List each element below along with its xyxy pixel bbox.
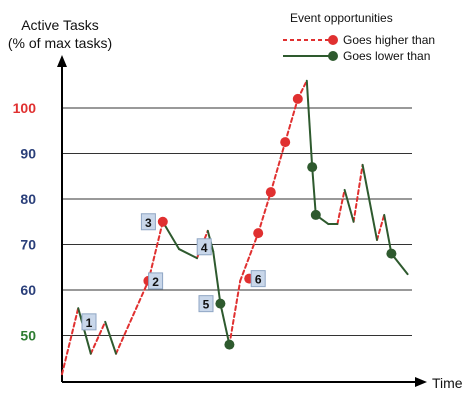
y-tick-label: 100 bbox=[13, 100, 37, 116]
y-tick-label: 50 bbox=[20, 328, 36, 344]
annotation-box bbox=[140, 213, 156, 231]
lower-event-marker bbox=[310, 209, 321, 220]
y-axis-label-line2: (% of max tasks) bbox=[8, 35, 112, 51]
legend-title: Event opportunities bbox=[290, 11, 393, 25]
series-higher-segment bbox=[257, 191, 272, 235]
annotation-box bbox=[148, 272, 164, 290]
legend-lower-marker bbox=[328, 51, 338, 61]
series-higher-segment bbox=[269, 141, 287, 194]
higher-event-marker bbox=[292, 93, 303, 104]
higher-event-marker bbox=[253, 228, 264, 239]
series-higher-segment bbox=[61, 307, 80, 376]
y-tick-label: 60 bbox=[20, 282, 36, 298]
higher-event-marker bbox=[157, 216, 168, 227]
annotation-box bbox=[196, 238, 212, 256]
series-lower-segment bbox=[212, 250, 222, 305]
y-axis-label-line1: Active Tasks bbox=[21, 17, 99, 33]
x-axis-label: Time bbox=[432, 375, 463, 391]
y-tick-label: 80 bbox=[20, 191, 36, 207]
series-lower-segment bbox=[178, 248, 198, 260]
lower-event-marker bbox=[386, 248, 397, 259]
series-lower-segment bbox=[383, 213, 393, 255]
y-tick-label: 90 bbox=[20, 146, 36, 162]
legend: Event opportunities Goes higher than Goe… bbox=[283, 11, 435, 63]
series-lower-segment bbox=[219, 302, 231, 346]
annotation-box bbox=[81, 313, 97, 331]
series-higher-segment bbox=[352, 163, 364, 223]
series-lower-segment bbox=[343, 188, 355, 223]
series-higher-segment bbox=[115, 279, 150, 355]
lower-event-marker bbox=[215, 298, 226, 309]
series-higher-segment bbox=[284, 97, 299, 144]
series-lines bbox=[61, 79, 409, 376]
series-lower-segment bbox=[161, 220, 180, 251]
annotation-box bbox=[198, 295, 214, 313]
y-axis-arrow bbox=[57, 55, 67, 67]
series-higher-segment bbox=[228, 279, 242, 346]
annotation-label: 5 bbox=[203, 298, 210, 312]
annotation-label: 4 bbox=[201, 241, 208, 255]
series-lower-segment bbox=[305, 79, 314, 169]
y-tick-labels: 100 90 80 70 60 50 bbox=[13, 100, 37, 344]
series-higher-segment bbox=[147, 220, 164, 282]
series-markers bbox=[143, 93, 397, 350]
annotation-box bbox=[250, 270, 266, 288]
legend-lower-label: Goes lower than bbox=[343, 49, 430, 63]
annotation-label: 1 bbox=[86, 316, 93, 330]
series-lower-segment bbox=[311, 166, 317, 216]
lower-event-marker bbox=[224, 339, 235, 350]
higher-event-marker bbox=[280, 137, 291, 148]
series-higher-segment bbox=[239, 232, 260, 282]
event-annotations: 1 2 3 4 5 6 bbox=[81, 213, 266, 331]
series-higher-segment bbox=[376, 213, 386, 241]
legend-higher-marker bbox=[328, 35, 338, 45]
annotation-label: 2 bbox=[152, 275, 159, 289]
series-higher-segment bbox=[89, 320, 107, 355]
higher-event-marker bbox=[265, 187, 276, 198]
x-axis-arrow bbox=[415, 377, 427, 387]
series-higher-segment bbox=[336, 188, 346, 226]
grid-lines bbox=[62, 107, 412, 336]
legend-higher-label: Goes higher than bbox=[343, 33, 435, 47]
annotation-label: 3 bbox=[145, 216, 152, 230]
lower-event-marker bbox=[307, 162, 318, 173]
series-lower-segment bbox=[104, 320, 117, 355]
series-lower-segment bbox=[361, 163, 378, 241]
annotation-label: 6 bbox=[255, 273, 262, 287]
y-tick-label: 70 bbox=[20, 237, 36, 253]
series-lower-segment bbox=[77, 307, 92, 355]
